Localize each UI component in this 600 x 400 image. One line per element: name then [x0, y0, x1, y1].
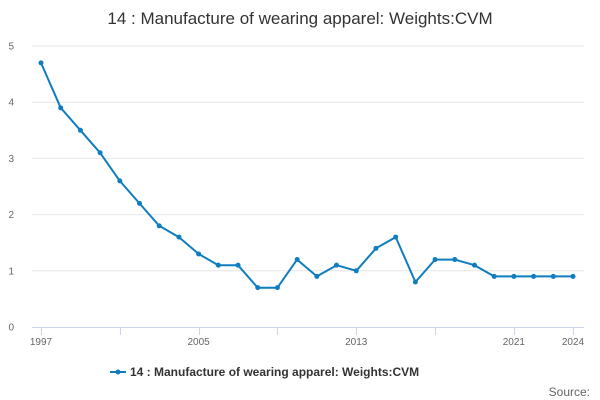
data-point-2003: [156, 223, 162, 229]
data-point-2005: [196, 251, 202, 257]
x-axis: 1997 2005 2013 2021 2024: [30, 327, 585, 348]
gridlines: [32, 45, 584, 272]
y-tick-label: 3: [8, 154, 14, 165]
y-axis: 0 1 2 3 4 5: [8, 42, 14, 334]
series-layer: [38, 60, 576, 291]
data-point-2013: [353, 268, 359, 274]
y-tick-label: 5: [8, 42, 14, 53]
chart-title: 14 : Manufacture of wearing apparel: Wei…: [107, 9, 492, 28]
y-tick-label: 1: [8, 266, 14, 277]
data-point-2006: [215, 262, 221, 268]
legend-point-marker: [115, 369, 121, 375]
data-point-2019: [471, 262, 477, 268]
legend[interactable]: 14 : Manufacture of wearing apparel: Wei…: [110, 365, 419, 379]
data-point-2011: [314, 273, 320, 279]
data-point-2002: [137, 200, 143, 206]
x-tick-label: 1997: [30, 337, 53, 348]
data-point-1999: [77, 127, 83, 133]
data-point-2009: [274, 285, 280, 291]
data-point-2020: [491, 273, 497, 279]
data-point-2024: [570, 273, 576, 279]
data-point-2001: [117, 178, 123, 184]
x-tick-label: 2005: [188, 337, 211, 348]
data-point-2023: [550, 273, 556, 279]
data-point-2015: [393, 234, 399, 240]
data-point-2021: [511, 273, 517, 279]
data-point-2007: [235, 262, 241, 268]
x-tick-label: 2021: [503, 337, 526, 348]
legend-label: 14 : Manufacture of wearing apparel: Wei…: [130, 365, 419, 379]
data-point-1997: [38, 60, 44, 66]
series-line: [40, 61, 574, 289]
y-tick-label: 2: [8, 210, 14, 221]
data-point-2016: [412, 279, 418, 285]
data-point-2010: [294, 257, 300, 263]
data-point-2014: [373, 245, 379, 251]
data-point-2022: [531, 273, 537, 279]
data-point-2018: [452, 257, 458, 263]
data-point-2012: [334, 262, 340, 268]
source-label: Source:: [549, 385, 590, 399]
data-point-2017: [432, 257, 438, 263]
x-tick-label: 2024: [562, 337, 585, 348]
data-point-2008: [255, 285, 261, 291]
y-tick-label: 0: [8, 323, 14, 334]
x-tick-label: 2013: [345, 337, 368, 348]
data-point-2004: [176, 234, 182, 240]
y-tick-label: 4: [8, 98, 14, 109]
data-point-2000: [97, 150, 103, 156]
data-point-1998: [58, 105, 64, 111]
